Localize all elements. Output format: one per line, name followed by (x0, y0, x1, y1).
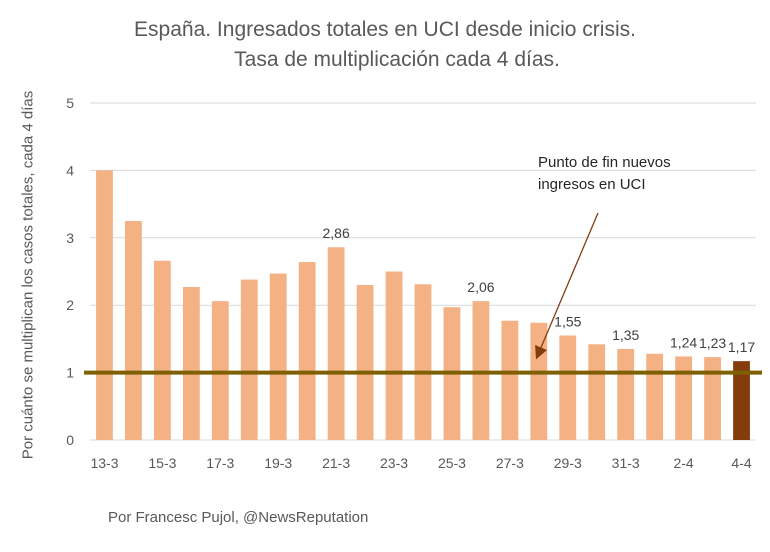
y-tick-label: 4 (66, 162, 74, 178)
y-tick-label: 1 (66, 365, 74, 381)
bar (240, 279, 258, 440)
bar (559, 335, 577, 440)
bar (617, 349, 635, 440)
x-tick-label: 4-4 (731, 455, 751, 471)
annotation-line-2: ingresos en UCI (538, 176, 646, 193)
bar (733, 361, 750, 440)
bar (414, 284, 432, 440)
data-label: 1,23 (699, 335, 726, 351)
data-label: 1,55 (554, 314, 581, 330)
bar (588, 344, 606, 440)
bar (211, 301, 229, 440)
y-tick-label: 5 (66, 95, 74, 111)
bar (269, 273, 287, 440)
data-label: 2,06 (467, 279, 494, 295)
data-label: 1,24 (670, 334, 697, 350)
bar (646, 353, 664, 440)
bar (153, 260, 171, 440)
bar (675, 356, 693, 440)
bar (704, 357, 721, 440)
x-tick-label: 31-3 (612, 455, 640, 471)
bar (472, 301, 490, 440)
x-tick-label: 2-4 (673, 455, 693, 471)
bar (385, 271, 403, 440)
bar (327, 247, 345, 440)
x-tick-label: 17-3 (206, 455, 234, 471)
x-tick-label: 13-3 (90, 455, 118, 471)
x-tick-label: 27-3 (496, 455, 524, 471)
annotation-text: Punto de fin nuevos ingresos en UCI (538, 152, 671, 196)
y-tick-label: 3 (66, 230, 74, 246)
y-tick-label: 2 (66, 297, 74, 313)
bar (125, 220, 142, 440)
annotation-arrow (535, 212, 599, 360)
x-tick-label: 19-3 (264, 455, 292, 471)
chart-title-line-1: España. Ingresados totales en UCI desde … (134, 18, 636, 41)
bar (356, 284, 374, 440)
x-tick-label: 29-3 (554, 455, 582, 471)
bar (96, 170, 113, 440)
bar (182, 287, 200, 440)
credit-text: Por Francesc Pujol, @NewsReputation (108, 509, 369, 526)
bar (298, 262, 316, 440)
bar (501, 320, 519, 440)
chart-title-line-2: Tasa de multiplicación cada 4 días. (234, 48, 560, 71)
x-tick-label: 15-3 (148, 455, 176, 471)
data-label: 1,35 (612, 327, 639, 343)
annotation-line-1: Punto de fin nuevos (538, 154, 671, 171)
x-tick-label: 21-3 (322, 455, 350, 471)
x-tick-label: 25-3 (438, 455, 466, 471)
x-tick-label: 23-3 (380, 455, 408, 471)
y-tick-label: 0 (66, 432, 74, 448)
data-label: 2,86 (323, 225, 350, 241)
data-label: 1,17 (728, 339, 755, 355)
